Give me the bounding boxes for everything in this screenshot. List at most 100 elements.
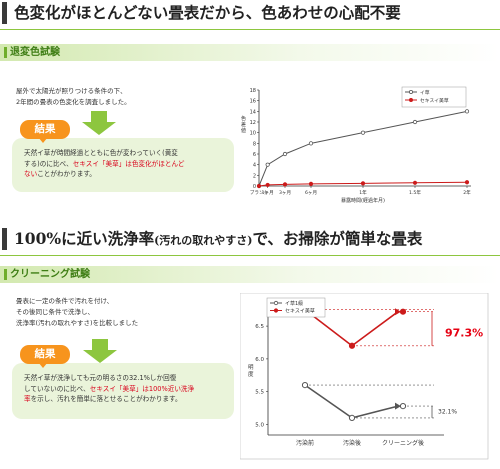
series-line bbox=[304, 384, 353, 419]
section1-subheading: 退変色試験 bbox=[10, 47, 60, 58]
heading-tail: で、お掃除が簡単な畳表 bbox=[252, 229, 423, 248]
data-point bbox=[464, 109, 470, 114]
data-point bbox=[348, 414, 356, 421]
data-point bbox=[308, 181, 314, 186]
section1-heading: 色変化がほとんどない畳表だから、色あわせの心配不要 bbox=[14, 3, 401, 22]
data-point bbox=[360, 130, 366, 135]
y-tick-label: 6.5 bbox=[255, 324, 264, 330]
y-tick-label: 2 bbox=[253, 173, 256, 179]
legend-marker bbox=[273, 300, 279, 306]
data-point bbox=[265, 182, 270, 188]
x-tick-label: ブランク bbox=[250, 189, 268, 196]
result-badge-label: 結果 bbox=[34, 348, 56, 360]
x-tick-label: 1.5年 bbox=[409, 189, 421, 196]
y-axis-label: 明度 bbox=[248, 364, 254, 378]
section1-subheader: 退変色試験 bbox=[0, 44, 500, 61]
legend-box bbox=[401, 86, 467, 108]
x-tick-label: 1ヶ月 bbox=[262, 190, 274, 196]
y-tick-label: 14 bbox=[250, 109, 256, 115]
y-tick-label: 0 bbox=[253, 184, 256, 190]
legend-marker bbox=[408, 97, 413, 102]
legend-marker bbox=[408, 89, 413, 94]
description-line: 2年間の畳表の色変化を調査しました。 bbox=[16, 98, 131, 106]
y-axis-label: 色差値 bbox=[241, 115, 246, 134]
header-underline bbox=[0, 255, 500, 256]
section2-result-badge: 結果 bbox=[20, 345, 70, 368]
section2-header: 100%に近い洗浄率(汚れの取れやすさ)で、お掃除が簡単な畳表 bbox=[0, 228, 500, 256]
down-arrow-icon bbox=[83, 339, 117, 363]
description-line: 洗浄率(汚れの取れやすさ)を比較しました bbox=[16, 319, 139, 327]
section1-result-badge: 結果 bbox=[20, 120, 70, 143]
y-tick-label: 6 bbox=[253, 152, 256, 158]
y-tick-label: 16 bbox=[250, 99, 256, 105]
series-line bbox=[351, 311, 399, 347]
result-text-part: を示し、汚れを簡単に落とせることがわかります。 bbox=[30, 395, 182, 403]
section2-result-text: 天然イ草が洗浄しても元の明るさの32.1%しか回復 していないのに比べ、セキスイ… bbox=[24, 373, 224, 405]
header-accent-bar bbox=[2, 2, 7, 24]
result-text-highlight: ない bbox=[24, 170, 38, 178]
section2-description: 畳表に一定の条件で汚れを付け、 その後同じ条件で洗浄し、 洗浄率(汚れの取れやす… bbox=[16, 296, 226, 329]
legend-label: イ草 bbox=[420, 89, 430, 96]
section2-result-box: 天然イ草が洗浄しても元の明るさの32.1%しか回復 していないのに比べ、セキスイ… bbox=[12, 363, 234, 419]
heading-paren: (汚れの取れやすさ) bbox=[154, 234, 253, 247]
section2-heading: 100%に近い洗浄率(汚れの取れやすさ)で、お掃除が簡単な畳表 bbox=[14, 228, 422, 252]
data-point bbox=[301, 382, 309, 389]
section2-subheader: クリーニング試験 bbox=[0, 266, 500, 283]
result-text-part: していないのに比べ、 bbox=[24, 384, 90, 393]
data-point bbox=[360, 181, 366, 186]
legend-label: セキスイ美草 bbox=[420, 97, 449, 104]
result-text-part: する)のに比べ、 bbox=[24, 159, 73, 168]
x-axis-label: 暴露時間(経過年月) bbox=[341, 197, 385, 204]
recovery-annotation: 32.1% bbox=[438, 408, 457, 415]
description-line: 屋外で太陽光が照りつける条件の下、 bbox=[16, 87, 127, 95]
description-line: その後同じ条件で洗浄し、 bbox=[16, 308, 94, 316]
data-point bbox=[464, 180, 470, 185]
data-point bbox=[412, 180, 418, 185]
y-tick-label: 5.0 bbox=[255, 422, 264, 428]
section1-result-text: 天然イ草が時間経過とともに色が変わっていく(黄変 する)のに比べ、セキスイ「美草… bbox=[24, 148, 224, 180]
x-tick-label: 汚染後 bbox=[343, 439, 361, 447]
section1-header: 色変化がほとんどない畳表だから、色あわせの心配不要 bbox=[0, 2, 500, 30]
section1-description: 屋外で太陽光が照りつける条件の下、 2年間の畳表の色変化を調査しました。 bbox=[16, 86, 226, 108]
series-arrowhead bbox=[395, 402, 401, 410]
series-arrowhead bbox=[395, 308, 401, 316]
heading-main: 100%に近い洗浄率 bbox=[14, 229, 155, 248]
result-text-part: 天然イ草が洗浄しても元の明るさの32.1%しか回復 bbox=[24, 374, 177, 382]
x-tick-label: 3ヶ月 bbox=[279, 190, 291, 196]
y-tick-label: 4 bbox=[253, 163, 256, 169]
y-tick-label: 18 bbox=[250, 88, 256, 94]
description-line: 畳表に一定の条件で汚れを付け、 bbox=[16, 297, 114, 305]
section1-result-box: 天然イ草が時間経過とともに色が変わっていく(黄変 する)のに比べ、セキスイ「美草… bbox=[12, 138, 234, 192]
y-tick-label: 6.0 bbox=[255, 357, 264, 363]
data-point bbox=[265, 162, 270, 167]
data-point bbox=[282, 182, 288, 187]
result-text-highlight: 率 bbox=[24, 395, 31, 403]
legend-label: イ草1級 bbox=[285, 300, 303, 307]
y-tick-label: 8 bbox=[253, 141, 256, 147]
series-line bbox=[258, 110, 468, 187]
data-point bbox=[256, 183, 262, 189]
result-badge-label: 結果 bbox=[34, 123, 56, 135]
y-tick-label: 12 bbox=[250, 120, 256, 126]
section2-subheading: クリーニング試験 bbox=[10, 269, 90, 280]
data-point bbox=[282, 151, 288, 157]
y-tick-label: 5.5 bbox=[255, 390, 264, 396]
data-point bbox=[399, 402, 407, 410]
x-tick-label: クリーニング後 bbox=[382, 439, 424, 447]
recovery-annotation: 97.3% bbox=[445, 327, 483, 340]
x-tick-label: 2年 bbox=[463, 189, 471, 196]
result-text-part: ことがわかります。 bbox=[37, 170, 96, 178]
subheader-mark bbox=[4, 47, 7, 58]
down-arrow-icon bbox=[82, 111, 116, 135]
legend-label: セキスイ美草 bbox=[285, 308, 315, 315]
series-line bbox=[351, 405, 399, 419]
x-tick-label: 1年 bbox=[359, 189, 367, 196]
result-text-part: 天然イ草が時間経過とともに色が変わっていく(黄変 bbox=[24, 149, 178, 157]
subheader-mark bbox=[4, 269, 7, 280]
header-underline bbox=[0, 29, 500, 30]
y-tick-label: 10 bbox=[250, 131, 256, 137]
legend-marker bbox=[273, 308, 279, 313]
x-tick-label: 汚染前 bbox=[296, 439, 314, 447]
